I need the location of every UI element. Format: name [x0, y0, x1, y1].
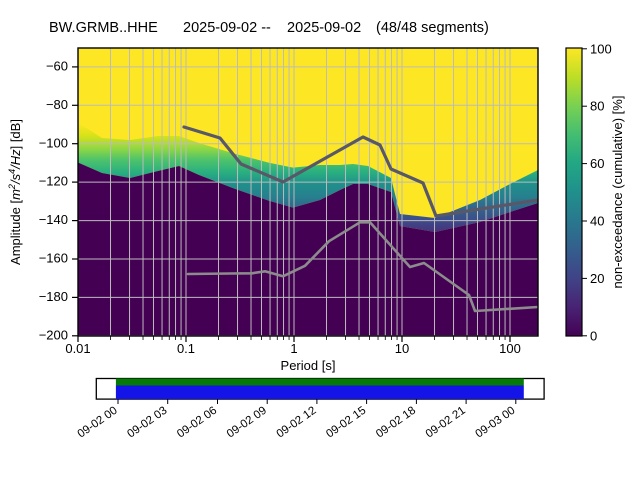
svg-text:−80: −80	[46, 97, 68, 112]
svg-text:09-02 00: 09-02 00	[76, 405, 120, 441]
svg-text:−200: −200	[39, 327, 68, 342]
svg-text:09-03 00: 09-03 00	[473, 405, 517, 441]
svg-text:−60: −60	[46, 59, 68, 74]
svg-text:09-02 09: 09-02 09	[225, 405, 269, 441]
svg-text:20: 20	[590, 271, 604, 286]
svg-text:1: 1	[290, 341, 297, 356]
svg-text:0.01: 0.01	[65, 341, 90, 356]
svg-text:−100: −100	[39, 135, 68, 150]
svg-text:non-exceedance (cumulative) [%: non-exceedance (cumulative) [%]	[610, 96, 625, 289]
svg-text:10: 10	[395, 341, 409, 356]
svg-text:−140: −140	[39, 212, 68, 227]
svg-text:80: 80	[590, 99, 604, 114]
svg-text:100: 100	[499, 341, 521, 356]
svg-text:09-02 18: 09-02 18	[374, 405, 418, 441]
svg-text:0.1: 0.1	[177, 341, 195, 356]
svg-text:09-02 15: 09-02 15	[324, 405, 368, 441]
svg-text:09-02 12: 09-02 12	[275, 405, 319, 441]
svg-text:−120: −120	[39, 174, 68, 189]
svg-text:60: 60	[590, 156, 604, 171]
svg-text:Amplitude [m2/s4/Hz] [dB]: Amplitude [m2/s4/Hz] [dB]	[7, 119, 23, 265]
svg-text:09-02 03: 09-02 03	[125, 405, 169, 441]
svg-text:40: 40	[590, 214, 604, 229]
svg-text:100: 100	[590, 41, 612, 56]
svg-text:0: 0	[590, 328, 597, 343]
svg-text:Period [s]: Period [s]	[281, 358, 336, 373]
svg-text:09-02 06: 09-02 06	[175, 405, 219, 441]
svg-text:09-02 21: 09-02 21	[424, 405, 468, 441]
svg-text:−160: −160	[39, 251, 68, 266]
svg-text:−180: −180	[39, 289, 68, 304]
